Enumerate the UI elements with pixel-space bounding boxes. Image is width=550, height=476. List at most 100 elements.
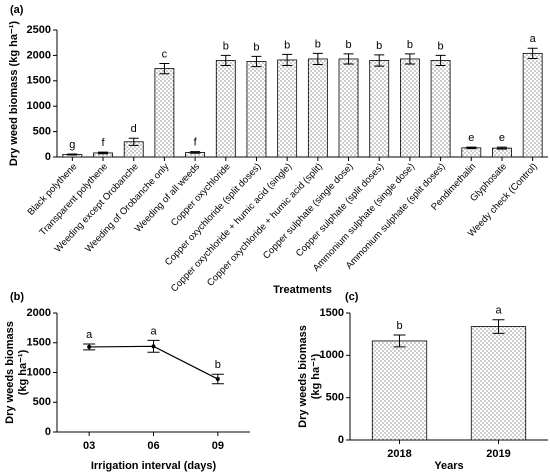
- line: [89, 345, 219, 380]
- error-bar: [312, 52, 323, 66]
- error-bar-line: [220, 54, 231, 67]
- significance-letter: a: [530, 33, 537, 45]
- error-bar: [128, 137, 139, 146]
- y-axis-label: Dry weeds biomass: [297, 325, 309, 428]
- error-bar: [220, 54, 231, 67]
- x-tick-label: 03: [83, 440, 95, 452]
- error-bar: [404, 53, 415, 65]
- y-tick-label: 0: [45, 426, 51, 438]
- error-bar: [251, 55, 262, 68]
- panel-label: (b): [10, 291, 24, 303]
- significance-letter: b: [215, 359, 221, 371]
- significance-letter: e: [468, 132, 474, 144]
- error-bar: [466, 146, 477, 150]
- bar: [399, 58, 420, 158]
- error-bar-line: [67, 153, 78, 156]
- error-bar: [98, 151, 109, 155]
- error-bar-line: [312, 52, 323, 66]
- error-bar: [527, 47, 538, 59]
- error-bar-line: [282, 53, 293, 67]
- significance-letter: b: [253, 41, 259, 53]
- bar: [461, 147, 482, 158]
- significance-letter: a: [86, 329, 93, 341]
- error-bar-line: [466, 146, 477, 150]
- bar: [430, 60, 451, 158]
- panel-label: (a): [10, 4, 24, 16]
- significance-letter: b: [223, 40, 229, 52]
- error-bar-line: [128, 137, 139, 146]
- x-axis-label: Treatments: [273, 284, 332, 296]
- error-bar: [159, 63, 170, 75]
- y-axis-label: Dry weeds biomass: [4, 321, 16, 424]
- error-bar: [496, 146, 507, 150]
- y-tick-label: 500: [33, 396, 51, 408]
- significance-letter: c: [162, 48, 168, 60]
- error-bar-line: [190, 151, 201, 154]
- error-bar-line: [527, 47, 538, 59]
- significance-letter: d: [131, 123, 137, 135]
- x-axis-label: Irrigation interval (days): [91, 460, 217, 472]
- y-tick-label: 0: [45, 151, 51, 163]
- y-tick-label: 1000: [320, 349, 344, 361]
- significance-letter: b: [396, 320, 402, 332]
- y-tick-label: 1500: [320, 307, 344, 319]
- error-bar: [393, 334, 406, 348]
- y-tick-label: 500: [33, 126, 51, 138]
- x-tick-label: 06: [147, 440, 159, 452]
- y-tick-label: 1500: [27, 75, 51, 87]
- y-tick-label: 0: [338, 434, 344, 446]
- error-bar-line: [98, 151, 109, 155]
- error-bar: [190, 151, 201, 154]
- error-bar: [67, 153, 78, 156]
- significance-letter: g: [69, 139, 75, 151]
- y-axis-label: (kg ha⁻¹): [17, 349, 29, 395]
- y-axis-label: (kg ha⁻¹): [310, 353, 322, 399]
- significance-letter: b: [315, 38, 321, 50]
- significance-letter: b: [376, 40, 382, 52]
- y-tick-label: 2000: [27, 307, 51, 319]
- bar: [338, 58, 359, 158]
- x-axis-label: Years: [434, 460, 463, 472]
- error-bar-line: [393, 334, 406, 348]
- significance-letter: f: [194, 137, 198, 149]
- significance-letter: e: [499, 132, 505, 144]
- x-tick-label: 2019: [486, 448, 510, 460]
- y-axis-label: Dry weed biomass (kg ha⁻¹): [8, 21, 20, 167]
- error-bar-line: [251, 55, 262, 68]
- significance-letter: b: [345, 39, 351, 51]
- bar: [470, 326, 527, 441]
- error-bar: [374, 54, 385, 67]
- bar: [369, 60, 390, 158]
- y-tick-label: 2000: [27, 49, 51, 61]
- bar: [371, 340, 428, 441]
- x-tick-label: Copper oxychloride + humic acid (split): [205, 161, 325, 288]
- y-tick-label: 2500: [27, 24, 51, 36]
- bar: [215, 60, 236, 158]
- error-bar-line: [159, 63, 170, 75]
- error-bar: [435, 54, 446, 67]
- bar: [154, 68, 175, 158]
- x-tick-label: 2018: [387, 448, 411, 460]
- error-bar-line: [374, 54, 385, 67]
- bar: [277, 59, 298, 158]
- bar: [246, 61, 267, 158]
- error-bar-line: [492, 319, 505, 334]
- significance-letter: b: [438, 40, 444, 52]
- y-tick-label: 1000: [27, 100, 51, 112]
- significance-letter: b: [284, 39, 290, 51]
- error-bar-line: [404, 53, 415, 65]
- error-bar-line: [435, 54, 446, 67]
- significance-letter: a: [150, 325, 157, 337]
- bar: [522, 52, 543, 158]
- error-bar: [282, 53, 293, 67]
- significance-letter: b: [407, 39, 413, 51]
- error-bar: [343, 53, 354, 65]
- panel-label: (c): [345, 291, 359, 303]
- x-tick-label: 09: [212, 440, 224, 452]
- y-tick-label: 500: [326, 392, 344, 404]
- significance-letter: a: [495, 305, 502, 317]
- y-tick-label: 1500: [27, 337, 51, 349]
- bar: [307, 58, 328, 158]
- error-bar-line: [496, 146, 507, 150]
- y-tick-label: 1000: [27, 366, 51, 378]
